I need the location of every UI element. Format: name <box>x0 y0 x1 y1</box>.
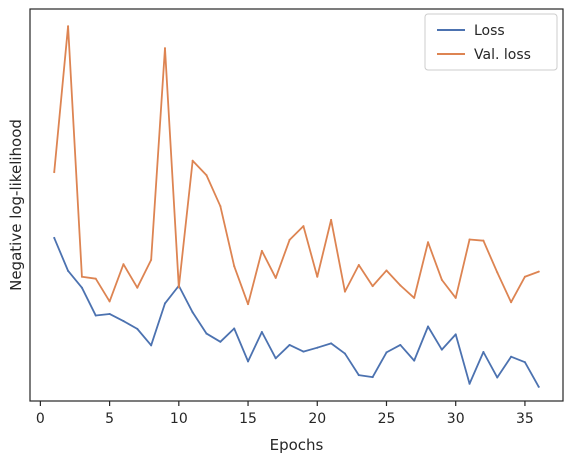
data-point-loss <box>440 348 443 351</box>
data-point-val-loss <box>496 271 499 274</box>
data-point-loss <box>80 286 83 289</box>
x-axis-label: Epochs <box>270 436 324 454</box>
data-point-val-loss <box>191 159 194 162</box>
data-point-loss <box>385 351 388 354</box>
data-point-loss <box>537 385 540 388</box>
data-point-val-loss <box>482 239 485 242</box>
x-tick-label: 25 <box>378 411 396 427</box>
data-point-val-loss <box>67 25 70 28</box>
data-point-val-loss <box>233 265 236 268</box>
x-tick-label: 0 <box>36 411 45 427</box>
data-point-loss <box>357 374 360 377</box>
plot-area <box>29 8 564 402</box>
data-point-val-loss <box>385 269 388 272</box>
data-point-loss <box>371 376 374 379</box>
data-point-val-loss <box>94 277 97 280</box>
data-point-loss <box>94 314 97 317</box>
y-axis-label: Negative log-likelihood <box>7 119 25 291</box>
series-line-loss <box>53 237 540 388</box>
data-point-loss <box>468 382 471 385</box>
data-point-val-loss <box>247 303 250 306</box>
data-point-val-loss <box>163 47 166 50</box>
data-point-val-loss <box>357 263 360 266</box>
data-point-val-loss <box>177 286 180 289</box>
x-axis-ticks: 0 5 10 15 20 25 30 35 <box>36 401 534 427</box>
data-point-loss <box>288 343 291 346</box>
data-point-val-loss <box>316 275 319 278</box>
data-point-loss <box>247 360 250 363</box>
data-point-loss <box>302 350 305 353</box>
data-point-loss <box>399 343 402 346</box>
data-point-loss <box>523 361 526 364</box>
legend-label-val-loss: Val. loss <box>474 47 531 63</box>
data-point-val-loss <box>53 171 56 174</box>
data-point-loss <box>260 331 263 334</box>
data-point-val-loss <box>343 290 346 293</box>
data-point-loss <box>427 325 430 328</box>
data-point-val-loss <box>260 249 263 252</box>
data-point-loss <box>219 340 222 343</box>
x-tick-label: 20 <box>308 411 326 427</box>
data-point-val-loss <box>427 241 430 244</box>
data-point-val-loss <box>330 218 333 221</box>
data-point-val-loss <box>122 263 125 266</box>
data-point-loss <box>510 355 513 358</box>
data-point-loss <box>316 346 319 349</box>
data-point-loss <box>136 327 139 330</box>
data-point-val-loss <box>136 286 139 289</box>
data-point-loss <box>67 269 70 272</box>
data-point-val-loss <box>80 275 83 278</box>
data-point-loss <box>496 376 499 379</box>
data-point-loss <box>233 327 236 330</box>
series-line-val-loss <box>53 25 540 306</box>
data-point-val-loss <box>440 278 443 281</box>
data-point-loss <box>413 359 416 362</box>
data-point-val-loss <box>371 285 374 288</box>
legend: Loss Val. loss <box>424 13 558 71</box>
data-point-loss <box>274 357 277 360</box>
x-tick-label: 5 <box>105 411 114 427</box>
data-point-val-loss <box>205 174 208 177</box>
legend-box <box>424 13 558 71</box>
legend-label-loss: Loss <box>474 23 505 39</box>
data-point-loss <box>122 320 125 323</box>
data-point-loss <box>163 302 166 305</box>
data-point-val-loss <box>468 238 471 241</box>
data-point-loss <box>454 333 457 336</box>
data-point-val-loss <box>302 225 305 228</box>
data-point-val-loss <box>523 275 526 278</box>
x-tick-label: 15 <box>239 411 257 427</box>
data-point-loss <box>330 342 333 345</box>
data-point-loss <box>108 312 111 315</box>
data-point-val-loss <box>454 296 457 299</box>
data-point-val-loss <box>288 238 291 241</box>
data-point-val-loss <box>108 300 111 303</box>
data-point-val-loss <box>399 284 402 287</box>
data-point-loss <box>343 352 346 355</box>
series-layer <box>53 25 540 388</box>
data-point-loss <box>191 311 194 314</box>
data-point-loss <box>53 236 56 239</box>
data-point-val-loss <box>150 258 153 261</box>
x-tick-label: 10 <box>170 411 188 427</box>
data-point-loss <box>150 344 153 347</box>
data-point-val-loss <box>274 276 277 279</box>
x-tick-label: 35 <box>516 411 534 427</box>
data-point-val-loss <box>413 296 416 299</box>
data-point-val-loss <box>537 270 540 273</box>
x-tick-label: 30 <box>447 411 465 427</box>
data-point-loss <box>205 332 208 335</box>
data-point-loss <box>482 351 485 353</box>
data-point-val-loss <box>510 301 513 304</box>
data-point-val-loss <box>219 205 222 208</box>
